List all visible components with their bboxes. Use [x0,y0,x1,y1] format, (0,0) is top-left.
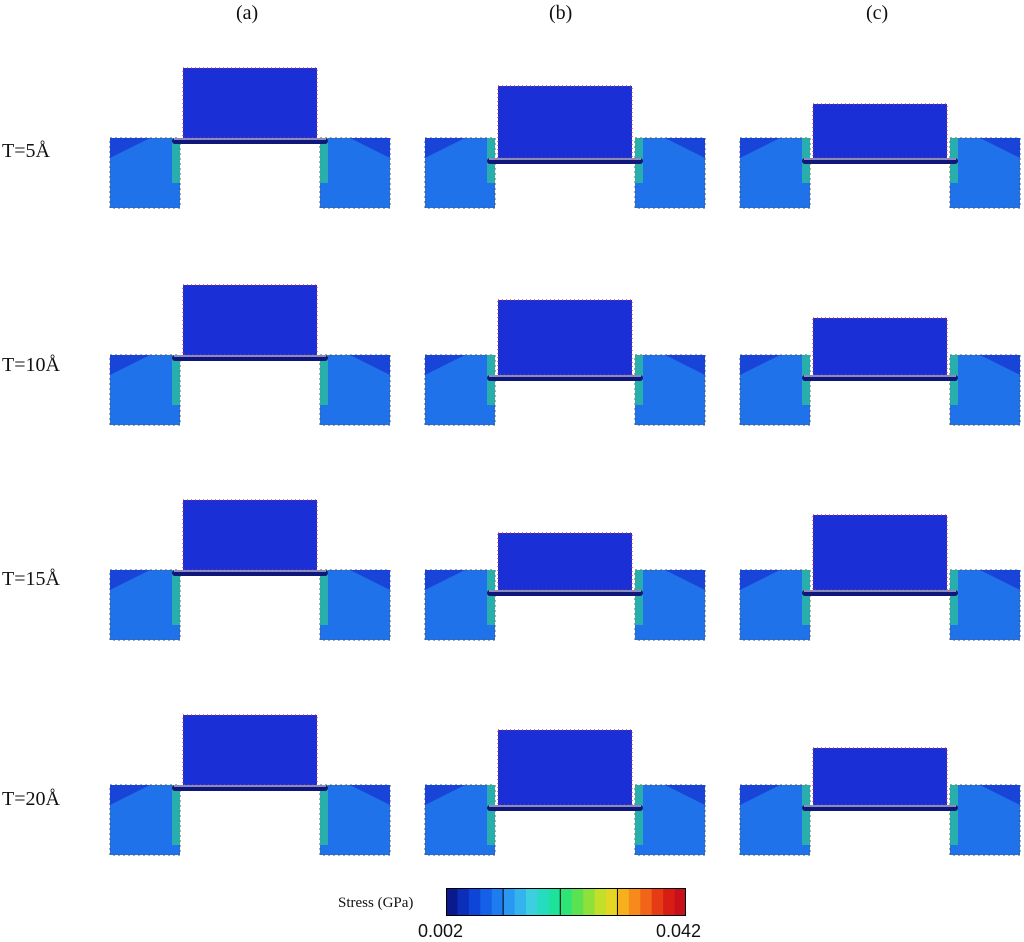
colorbar-segment [491,888,504,916]
colorbar-segment [457,888,470,916]
colorbar-segment [548,888,561,916]
right-base-low-stress [665,355,705,375]
panel-a-row4 [109,714,391,856]
right-base-low-stress [980,355,1020,375]
left-base-low-stress [110,138,150,158]
panel-c-row4 [739,747,1021,856]
left-edge-high-stress [487,785,495,845]
left-base-low-stress [740,355,780,375]
panel-b-row4 [424,729,706,856]
left-base-low-stress [740,570,780,590]
left-base-low-stress [425,570,465,590]
colorbar-segment [663,888,676,916]
colorbar-segment [617,888,630,916]
colorbar-segment [446,888,458,916]
colorbar-segment [651,888,664,916]
left-base-low-stress [110,355,150,375]
left-base-low-stress [425,355,465,375]
panel-b-row3 [424,532,706,641]
colorbar-segment [583,888,596,916]
left-base-low-stress [425,785,465,805]
piston-block [182,67,318,139]
right-edge-high-stress [320,570,328,625]
left-base-low-stress [110,570,150,590]
right-base-low-stress [350,785,390,805]
left-edge-high-stress [172,570,180,625]
piston-block [497,729,633,806]
column-label-c: (c) [866,2,889,24]
colorbar-segment [560,888,573,916]
left-edge-high-stress [487,570,495,625]
right-base-low-stress [350,570,390,590]
stress-panels-grid [109,67,1021,856]
right-edge-high-stress [950,570,958,625]
piston-block [812,514,948,591]
right-base-low-stress [665,138,705,158]
right-base-low-stress [980,785,1020,805]
right-base-low-stress [980,570,1020,590]
panel-c-row1 [739,103,1021,209]
right-base-low-stress [350,355,390,375]
row-label-t20: T=20Å [2,788,60,810]
piston-block [497,299,633,376]
row-label-t15: T=15Å [2,568,60,590]
piston-block [182,714,318,786]
row-label-t5: T=5Å [2,140,50,162]
right-edge-high-stress [635,785,643,845]
left-base-low-stress [425,138,465,158]
row-label-t10: T=10Å [2,354,60,376]
colorbar-segment [640,888,653,916]
colorbar-title: Stress (GPa) [338,895,414,911]
left-edge-high-stress [172,355,180,405]
left-edge-high-stress [172,138,180,183]
panel-a-row1 [109,67,391,209]
right-edge-high-stress [950,785,958,845]
right-base-low-stress [665,785,705,805]
panel-a-row2 [109,284,391,426]
panel-a-row3 [109,499,391,641]
colorbar-segment [480,888,493,916]
right-edge-high-stress [320,785,328,845]
left-base-low-stress [110,785,150,805]
piston-block [812,317,948,376]
right-base-low-stress [350,138,390,158]
stress-colorbar [446,888,686,916]
column-label-b: (b) [549,2,573,24]
panel-c-row2 [739,317,1021,426]
left-edge-high-stress [802,785,810,845]
piston-block [497,85,633,159]
colorbar-max-label: 0.042 [656,921,702,941]
right-base-low-stress [665,570,705,590]
right-edge-high-stress [320,355,328,405]
piston-block [182,284,318,356]
colorbar-frame [446,888,686,916]
colorbar-segment [571,888,584,916]
colorbar-segment [503,888,516,916]
left-base-low-stress [740,138,780,158]
colorbar-min-label: 0.002 [418,921,464,941]
panel-b-row2 [424,299,706,426]
panel-b-row1 [424,85,706,209]
piston-block [182,499,318,571]
piston-block [812,103,948,159]
colorbar-segment [514,888,527,916]
colorbar-segment [674,888,686,916]
colorbar-segment [526,888,538,916]
left-edge-high-stress [802,570,810,625]
left-base-low-stress [740,785,780,805]
colorbar-segment [594,888,607,916]
right-edge-high-stress [635,570,643,625]
colorbar-segment [628,888,641,916]
piston-block [497,532,633,591]
colorbar-segment [468,888,481,916]
right-edge-high-stress [320,138,328,183]
column-label-a: (a) [236,2,259,24]
right-base-low-stress [980,138,1020,158]
colorbar-segment [606,888,618,916]
colorbar-segment [537,888,550,916]
left-edge-high-stress [172,785,180,845]
panel-c-row3 [739,514,1021,641]
piston-block [812,747,948,806]
